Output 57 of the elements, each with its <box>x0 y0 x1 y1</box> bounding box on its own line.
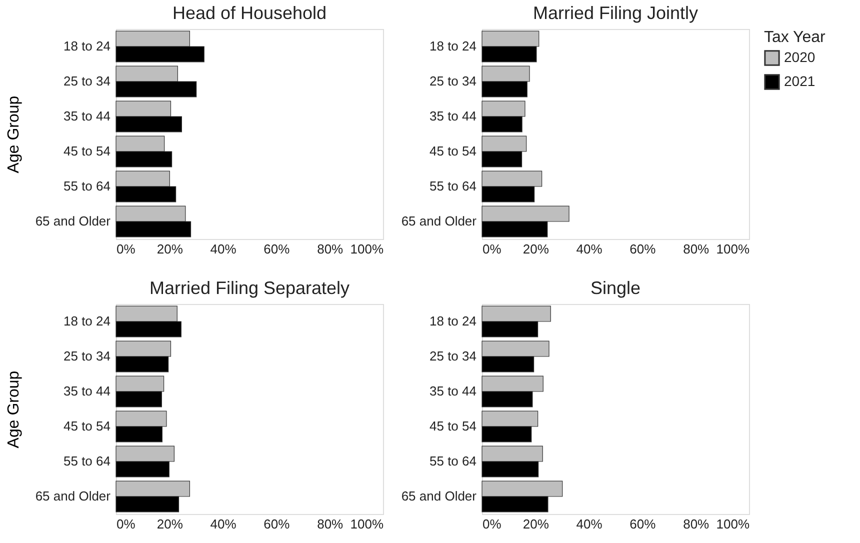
y-tick-label: 45 to 54 <box>64 144 110 158</box>
y-tick-label: 55 to 64 <box>64 454 110 468</box>
x-tick-label: 80% <box>317 516 344 532</box>
x-tick-label: 100% <box>716 516 750 532</box>
x-tick-label: 60% <box>630 242 656 256</box>
y-tick-label: 18 to 24 <box>64 38 110 54</box>
y-tick-label: 18 to 24 <box>64 314 110 328</box>
x-tick-label: 20% <box>522 516 550 532</box>
x-tick-label: 0% <box>116 242 136 256</box>
x-tick-label: 80% <box>317 242 344 256</box>
x-tick-label: 40% <box>576 516 603 532</box>
legend-title: Tax Year <box>764 29 826 46</box>
x-tick-label: 40% <box>576 242 603 256</box>
x-tick-label: 20% <box>156 242 184 256</box>
y-tick-label: 45 to 54 <box>430 418 476 434</box>
x-tick-label: 0% <box>116 516 136 532</box>
x-tick-label: 100% <box>716 242 750 256</box>
x-tick-label: 60% <box>630 516 656 532</box>
x-tick-label: 80% <box>683 516 710 532</box>
y-tick-label: 35 to 44 <box>64 108 110 124</box>
x-tick-label: 40% <box>210 516 237 532</box>
y-tick-label: 35 to 44 <box>64 384 110 398</box>
y-tick-label: 45 to 54 <box>64 418 110 434</box>
x-tick-label: 20% <box>156 516 184 532</box>
y-tick-label: 25 to 34 <box>64 348 110 364</box>
x-tick-label: 60% <box>264 242 290 256</box>
y-tick-label: 35 to 44 <box>430 108 476 124</box>
x-tick-label: 80% <box>683 242 710 256</box>
y-tick-label: 25 to 34 <box>430 348 476 364</box>
legend-label: 2020 <box>784 49 816 65</box>
chart-title: Married Filing Separately <box>149 278 350 298</box>
y-tick-label: 65 and Older <box>35 488 112 504</box>
y-tick-label: 55 to 64 <box>430 178 476 194</box>
y-axis-title: Age Group <box>5 370 22 448</box>
x-tick-label: 20% <box>522 242 550 256</box>
y-tick-label: 55 to 64 <box>430 454 476 468</box>
y-axis-title: Age Group <box>5 96 22 174</box>
x-tick-label: 100% <box>350 242 384 256</box>
y-tick-label: 45 to 54 <box>430 144 476 158</box>
y-tick-label: 65 and Older <box>401 214 478 228</box>
chart-title: Head of Household <box>172 3 327 23</box>
chart-title: Single <box>590 278 641 298</box>
x-tick-label: 40% <box>210 242 237 256</box>
chart-title: Married Filing Jointly <box>532 3 698 23</box>
x-tick-label: 0% <box>482 242 502 256</box>
y-tick-label: 35 to 44 <box>430 384 476 398</box>
y-tick-label: 18 to 24 <box>430 314 476 328</box>
y-tick-label: 25 to 34 <box>64 74 110 88</box>
y-tick-label: 65 and Older <box>401 488 478 504</box>
y-tick-label: 65 and Older <box>35 214 112 228</box>
y-tick-label: 55 to 64 <box>64 178 110 194</box>
y-tick-label: 18 to 24 <box>430 38 476 54</box>
x-tick-label: 60% <box>264 516 290 532</box>
legend-label: 2021 <box>784 73 816 89</box>
x-tick-label: 100% <box>350 516 384 532</box>
x-tick-label: 0% <box>482 516 502 532</box>
y-tick-label: 25 to 34 <box>430 74 476 88</box>
